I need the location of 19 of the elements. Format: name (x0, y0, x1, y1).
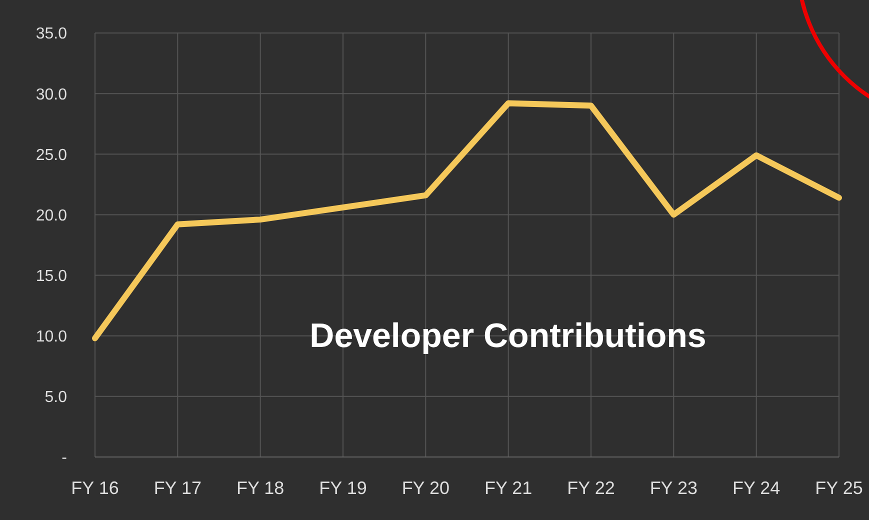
x-tick-label: FY 25 (815, 478, 863, 498)
x-tick-label: FY 18 (236, 478, 284, 498)
y-tick-label: 5.0 (44, 389, 68, 406)
y-tick-label: 10.0 (36, 328, 68, 346)
x-tick-label: FY 21 (484, 478, 532, 498)
y-tick-label: 30.0 (36, 86, 68, 104)
x-tick-label: FY 20 (402, 478, 450, 498)
y-tick-label: 25.0 (36, 146, 68, 164)
y-tick-label: 15.0 (36, 268, 68, 285)
x-tick-label: FY 23 (650, 478, 698, 498)
x-tick-label: FY 16 (71, 478, 119, 498)
x-tick-label: FY 22 (567, 478, 615, 498)
y-tick-label: - (62, 450, 67, 467)
x-tick-label: FY 24 (732, 478, 780, 498)
y-tick-label: 35.0 (36, 26, 68, 43)
y-tick-label: 20.0 (36, 207, 68, 224)
x-tick-label: FY 17 (154, 478, 202, 498)
text: Developer Contributions (310, 316, 706, 355)
x-tick-label: FY 19 (319, 478, 367, 498)
